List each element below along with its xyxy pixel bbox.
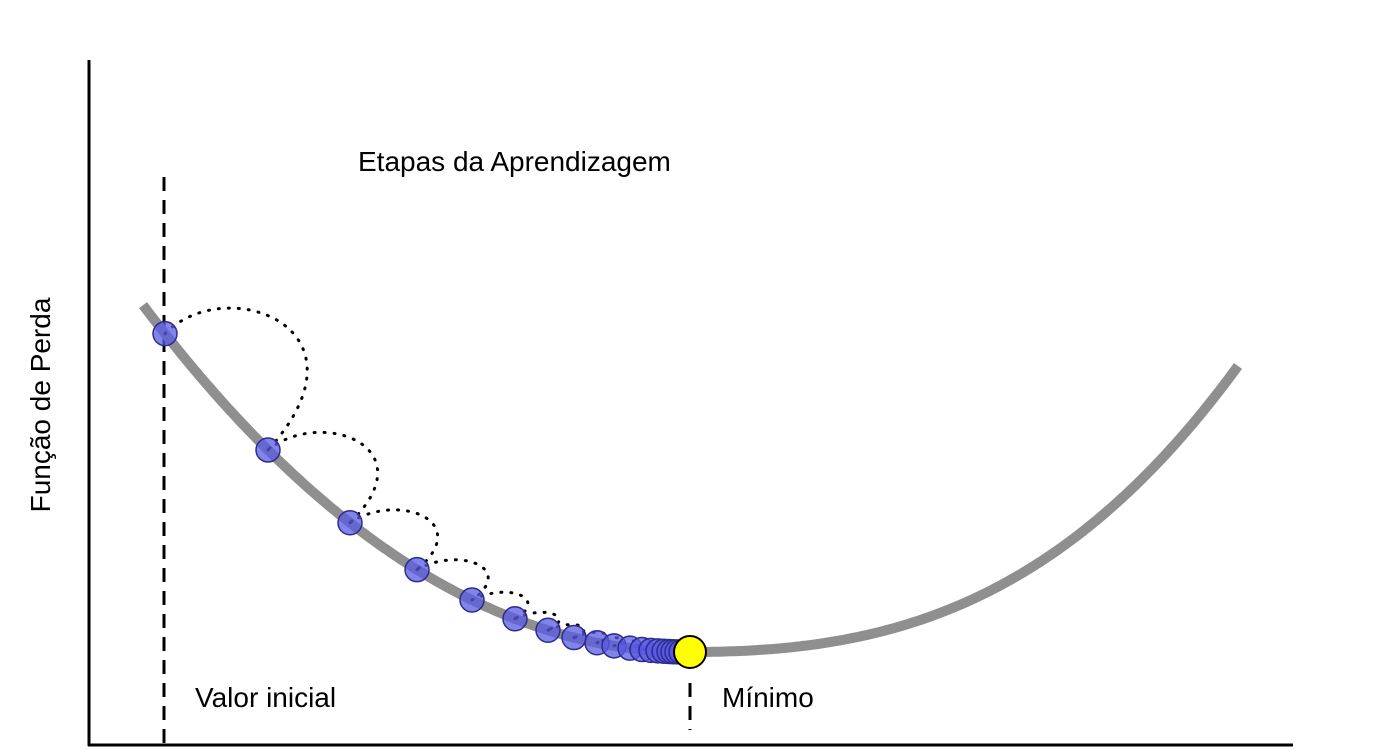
learning-step-point: [255, 437, 281, 463]
learning-step-arc: [415, 558, 490, 602]
learning-step-arc: [348, 508, 440, 572]
loss-function-curve: [139, 302, 1243, 657]
y-axis-label: Função de Perda: [25, 297, 56, 513]
minimum-point: [673, 635, 707, 669]
learning-steps-label: Etapas da Aprendizagem: [358, 146, 671, 177]
learning-step-point: [337, 510, 363, 536]
learning-step-arcs: [163, 306, 662, 652]
learning-step-point: [561, 624, 587, 651]
learning-step-arc: [163, 306, 309, 452]
learning-step-point: [459, 587, 485, 613]
learning-step-point: [404, 556, 430, 583]
initial-value-label: Valor inicial: [195, 682, 337, 713]
learning-step-point: [502, 606, 528, 632]
learning-step-arc: [266, 430, 379, 525]
learning-step-points: [152, 320, 694, 665]
minimum-label: Mínimo: [722, 682, 814, 713]
learning-step-point: [152, 320, 178, 347]
learning-step-point: [535, 617, 561, 644]
